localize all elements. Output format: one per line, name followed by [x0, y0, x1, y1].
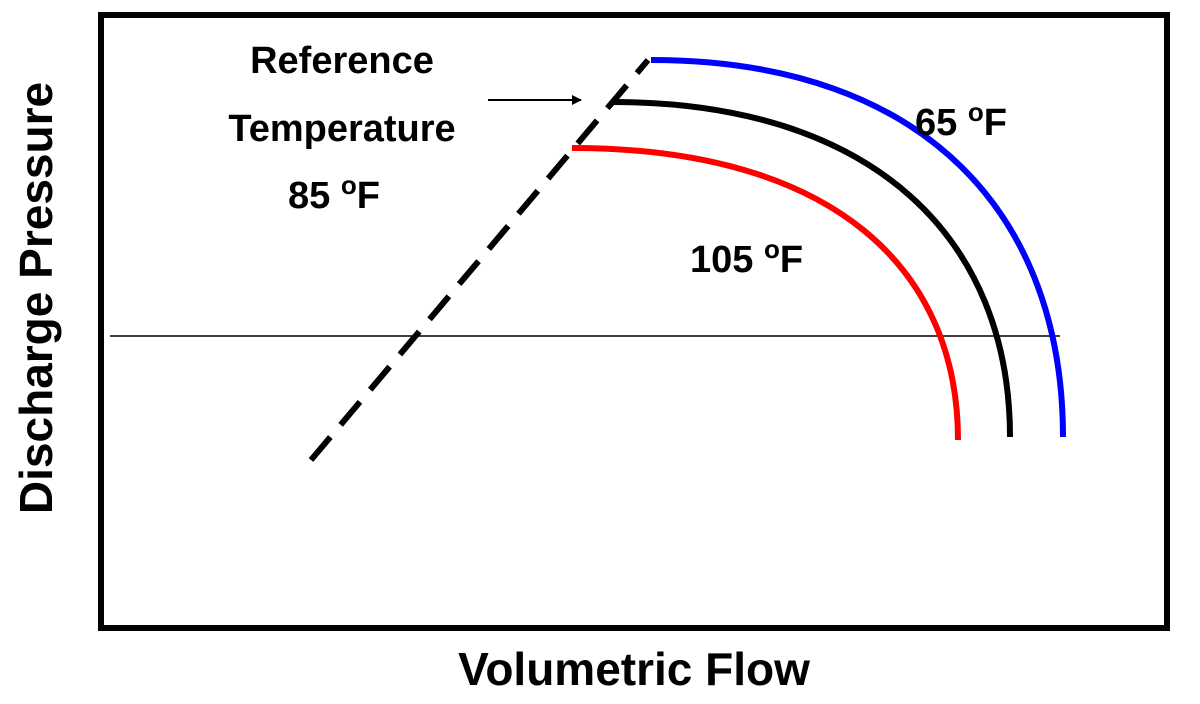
curve-65F: [650, 57, 1066, 438]
reference-label-line2: Temperature: [228, 108, 455, 150]
plot-frame: [98, 12, 1170, 631]
surge-line: [308, 58, 651, 462]
reference-label-line1: Reference: [250, 40, 434, 82]
label-105F: 105 oF: [690, 234, 803, 281]
label-85F: 85 oF: [288, 170, 380, 217]
curve-85F: [612, 99, 1013, 438]
label-65F: 65 oF: [915, 97, 1007, 144]
curve-105F: [571, 145, 961, 441]
x-axis-label: Volumetric Flow: [458, 643, 810, 695]
y-axis-label: Discharge Pressure: [10, 82, 62, 514]
